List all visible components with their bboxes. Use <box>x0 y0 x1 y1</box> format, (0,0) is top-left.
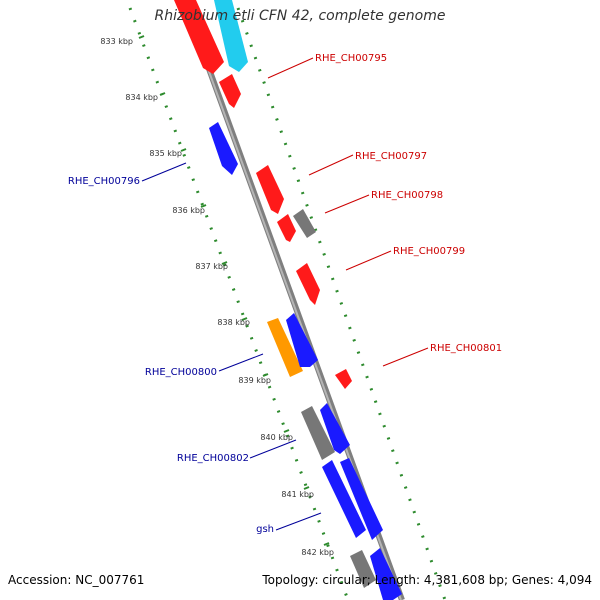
kbp-label-840: 840 kbp <box>260 433 293 442</box>
gene-label-rhe_ch00795[interactable]: RHE_CH00795 <box>315 53 387 64</box>
kbp-label-833: 833 kbp <box>100 37 133 46</box>
kbp-label-835: 835 kbp <box>149 149 182 158</box>
gene-label-rhe_ch00797[interactable]: RHE_CH00797 <box>355 151 427 162</box>
gene-plus-bottom-gray[interactable] <box>350 550 376 588</box>
genome-info-text: Topology: circular; Length: 4,381,608 bp… <box>262 573 592 587</box>
gene-rhe_ch00801[interactable] <box>335 369 352 389</box>
kbp-label-837: 837 kbp <box>195 262 228 271</box>
accession-text: Accession: NC_007761 <box>8 573 145 587</box>
gene-rhe_ch00795[interactable] <box>219 74 241 108</box>
label-leaders <box>141 57 429 531</box>
gene-label-rhe_ch00799[interactable]: RHE_CH00799 <box>393 246 465 257</box>
gene-gsh-left[interactable] <box>322 460 366 538</box>
kbp-label-842: 842 kbp <box>301 548 334 557</box>
gene-rhe_ch00796[interactable] <box>209 122 238 175</box>
gene-rhe_ch00797[interactable] <box>256 165 284 214</box>
scale-line-inner <box>128 7 350 600</box>
gene-rhe_ch00800[interactable] <box>286 313 318 367</box>
gene-rhe_ch00798[interactable] <box>293 209 316 238</box>
gene-label-rhe_ch00798[interactable]: RHE_CH00798 <box>371 190 443 201</box>
gene-rhe_ch00799[interactable] <box>296 263 320 305</box>
scale-line-outer <box>236 7 447 600</box>
kbp-label-839: 839 kbp <box>238 376 271 385</box>
gene-label-rhe_ch00796[interactable]: RHE_CH00796 <box>68 176 140 187</box>
gene-label-rhe_ch00802[interactable]: RHE_CH00802 <box>177 453 249 464</box>
gene-rhe_ch00802[interactable] <box>320 403 350 454</box>
gene-rhe_ch00798-red[interactable] <box>277 214 296 242</box>
gene-label-gsh[interactable]: gsh <box>256 524 274 535</box>
gene-rhe_ch00802-gray[interactable] <box>301 406 335 460</box>
gene-rhe_ch00800-orange[interactable] <box>267 318 303 377</box>
kbp-label-836: 836 kbp <box>172 206 205 215</box>
gene-plus-cyan[interactable] <box>214 0 248 72</box>
gene-bottom-blue[interactable] <box>370 548 402 600</box>
kbp-label-838: 838 kbp <box>217 318 250 327</box>
gene-plus-1[interactable] <box>174 0 224 74</box>
kbp-label-834: 834 kbp <box>125 93 158 102</box>
kbp-label-841: 841 kbp <box>281 490 314 499</box>
gene-label-rhe_ch00800[interactable]: RHE_CH00800 <box>145 367 217 378</box>
map-title: Rhizobium etli CFN 42, complete genome <box>154 8 446 24</box>
gene-label-rhe_ch00801[interactable]: RHE_CH00801 <box>430 343 502 354</box>
gene-gsh-right[interactable] <box>340 458 383 540</box>
kbp-tick-marks <box>138 35 330 546</box>
